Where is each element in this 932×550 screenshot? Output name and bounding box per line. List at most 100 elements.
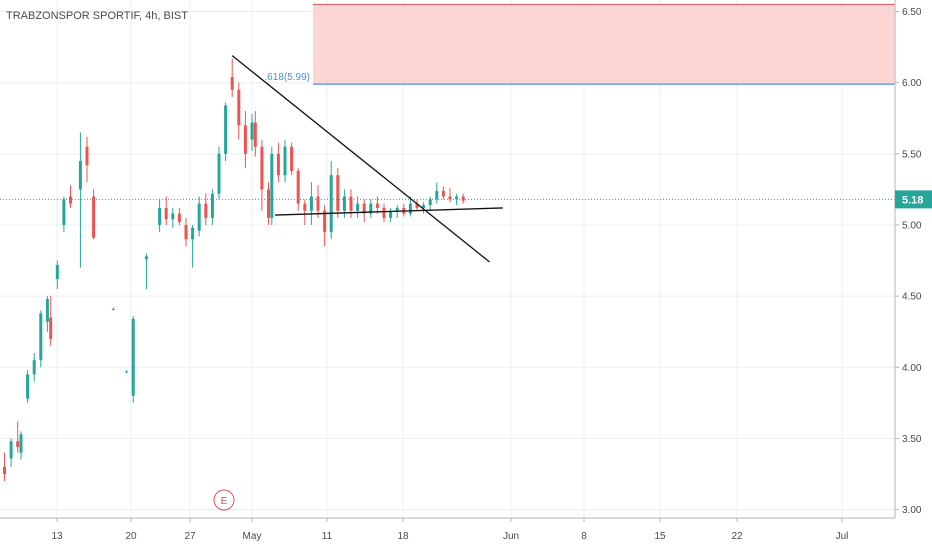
- overlays: [0, 55, 895, 263]
- candle-body: [55, 264, 59, 280]
- candle-body: [329, 175, 333, 233]
- candle-body: [26, 374, 30, 399]
- candle-body: [303, 203, 307, 211]
- candle-body: [85, 146, 89, 166]
- price-tick-label: 3.00: [902, 505, 922, 516]
- candle-body: [375, 203, 379, 208]
- current-price-tag: [895, 190, 932, 209]
- candle-body: [92, 196, 96, 238]
- trendline: [275, 207, 503, 216]
- candle-body: [111, 308, 115, 310]
- price-tick-label: 6.00: [902, 78, 922, 89]
- candle-body: [336, 175, 340, 211]
- trendline: [231, 55, 491, 263]
- candle-body: [16, 441, 20, 447]
- candle-body: [260, 146, 264, 190]
- candle-body: [158, 207, 162, 225]
- time-tick-label: 15: [654, 531, 666, 542]
- time-tick-label: May: [243, 531, 262, 542]
- candle-body: [184, 225, 188, 240]
- earnings-marker[interactable]: E: [213, 489, 235, 511]
- candle-body: [164, 207, 168, 220]
- candle-body: [276, 153, 280, 176]
- chart-title: TRABZONSPOR SPORTIF, 4h, BIST: [6, 10, 188, 22]
- price-tick-label: 6.50: [902, 7, 922, 18]
- price-tick-label: 5.50: [902, 149, 922, 160]
- fib-level-label: .618(5.99): [264, 72, 310, 83]
- candle-body: [408, 203, 412, 214]
- candle-body: [39, 313, 43, 361]
- candle-body: [455, 196, 459, 200]
- candle-body: [395, 207, 399, 211]
- time-tick-label: 18: [397, 531, 409, 542]
- candle-body: [253, 122, 257, 147]
- candle-body: [323, 210, 327, 233]
- candle-body: [217, 153, 221, 194]
- time-tick-label: Jul: [836, 531, 849, 542]
- candle-body: [283, 146, 287, 176]
- candle-body: [342, 196, 346, 211]
- candle-body: [316, 196, 320, 211]
- candle-body: [309, 196, 313, 211]
- candle-body: [210, 193, 214, 218]
- candle-body: [49, 317, 53, 339]
- price-tick-label: 3.50: [902, 434, 922, 445]
- time-tick-label: Jun: [503, 531, 519, 542]
- price-tick-label: 4.00: [902, 363, 922, 374]
- candle-body: [45, 298, 49, 322]
- grid: [0, 0, 895, 518]
- candle-body: [230, 77, 234, 90]
- candle-body: [197, 203, 201, 231]
- candle-body: [243, 125, 247, 154]
- candle-body: [389, 210, 393, 218]
- candles: [3, 58, 465, 482]
- resistance-zone-fill: [313, 4, 895, 85]
- candle-body: [290, 146, 294, 171]
- candle-body: [362, 203, 366, 214]
- current-price-tag-label: 5.18: [902, 194, 923, 206]
- candle-body: [32, 360, 36, 375]
- candle-body: [461, 196, 465, 201]
- time-tick-label: 20: [125, 531, 137, 542]
- candle-body: [435, 190, 439, 200]
- candle-body: [144, 256, 148, 260]
- candle-body: [125, 371, 129, 373]
- candle-body: [131, 318, 135, 396]
- candle-body: [19, 434, 23, 453]
- candle-body: [415, 203, 419, 208]
- candle-body: [382, 207, 386, 218]
- earnings-marker-label: E: [221, 496, 228, 507]
- candle-body: [3, 466, 6, 475]
- candle-body: [224, 105, 228, 154]
- candle-body: [177, 213, 181, 223]
- candle-body: [171, 213, 175, 220]
- price-tick-label: 5.00: [902, 221, 922, 232]
- candle-body: [296, 170, 300, 204]
- candle-body: [369, 203, 373, 214]
- candle-body: [62, 199, 66, 225]
- price-tick-label: 4.50: [902, 292, 922, 303]
- candle-body: [448, 196, 452, 200]
- candle-body: [191, 227, 195, 240]
- candle-body: [349, 196, 353, 211]
- candle-body: [267, 189, 270, 218]
- candle-body: [9, 441, 13, 459]
- time-tick-label: 22: [731, 531, 743, 542]
- candle-body: [441, 190, 445, 197]
- candle-body: [78, 160, 82, 190]
- candle-body: [356, 203, 360, 211]
- time-tick-label: 27: [184, 531, 196, 542]
- time-tick-label: 8: [581, 531, 587, 542]
- time-tick-label: 13: [51, 531, 63, 542]
- candle-body: [428, 199, 432, 206]
- resistance-zone: .618(5.99): [264, 3, 895, 85]
- candle-body: [237, 89, 241, 126]
- candle-body: [250, 122, 254, 140]
- time-tick-label: 11: [322, 531, 333, 542]
- candle-body: [270, 153, 274, 218]
- candle-body: [69, 196, 72, 204]
- candle-body: [204, 203, 208, 218]
- candle-body: [422, 205, 426, 208]
